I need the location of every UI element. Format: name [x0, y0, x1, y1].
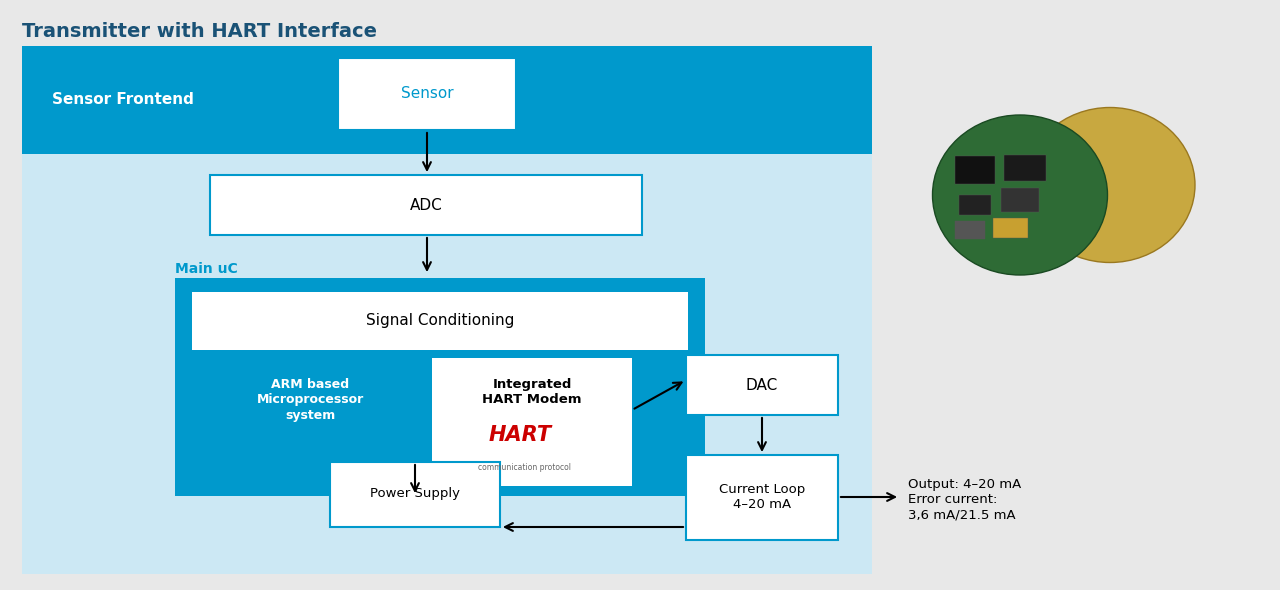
Text: HART: HART [489, 425, 552, 445]
Text: Integrated
HART Modem: Integrated HART Modem [483, 378, 581, 406]
Bar [22, 46, 872, 574]
Bar [686, 455, 838, 540]
Bar [955, 221, 986, 239]
Text: Main uC: Main uC [175, 262, 238, 276]
Text: Output: 4–20 mA
Error current:
3,6 mA/21.5 mA: Output: 4–20 mA Error current: 3,6 mA/21… [908, 478, 1021, 521]
Bar [210, 175, 643, 235]
Bar [330, 462, 500, 527]
Bar [175, 278, 705, 496]
Bar [433, 358, 632, 486]
Bar [1001, 188, 1039, 212]
Text: DAC: DAC [746, 378, 778, 392]
Bar [1004, 155, 1046, 181]
Text: Power Supply: Power Supply [370, 487, 460, 500]
Text: Sensor: Sensor [401, 87, 453, 101]
Bar [338, 58, 516, 130]
Ellipse shape [1025, 107, 1196, 263]
Text: communication protocol: communication protocol [477, 463, 571, 471]
Text: Transmitter with HART Interface: Transmitter with HART Interface [22, 22, 378, 41]
Bar [959, 195, 991, 215]
Bar [686, 355, 838, 415]
Text: Current Loop
4–20 mA: Current Loop 4–20 mA [719, 483, 805, 511]
Text: Sensor Frontend: Sensor Frontend [52, 93, 193, 107]
Text: Signal Conditioning: Signal Conditioning [366, 313, 515, 329]
Text: ADC: ADC [410, 198, 443, 212]
Bar [192, 292, 689, 350]
Bar [22, 46, 872, 154]
Bar [955, 156, 995, 184]
Ellipse shape [933, 115, 1107, 275]
Bar [993, 218, 1028, 238]
Text: ARM based
Microprocessor
system: ARM based Microprocessor system [256, 379, 364, 421]
Bar [920, 80, 1190, 275]
